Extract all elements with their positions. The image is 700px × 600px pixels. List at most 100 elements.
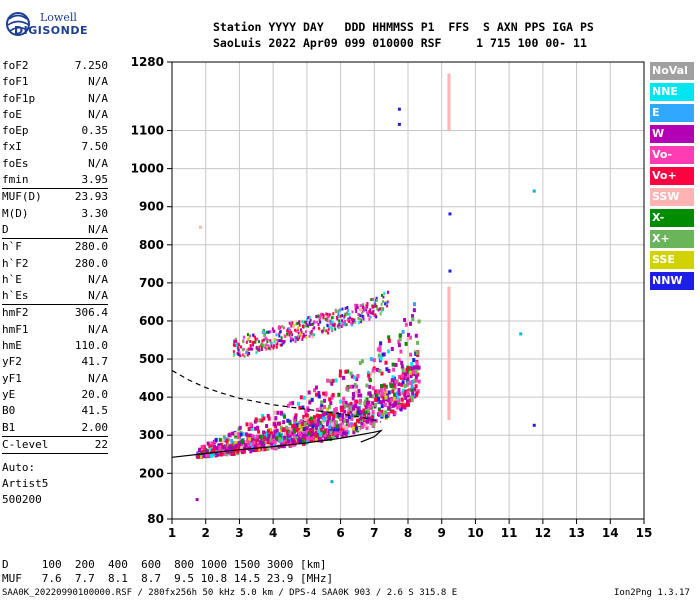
echo-point (342, 424, 346, 429)
echo-point (262, 416, 266, 421)
echo-point (358, 401, 362, 406)
parameter-value: N/A (88, 75, 108, 89)
echo-point (269, 434, 273, 439)
echo-point (308, 400, 312, 405)
echo-point (201, 449, 205, 454)
echo-point (359, 314, 362, 318)
echo-point (389, 398, 393, 403)
echo-point (290, 431, 294, 436)
echo-point (273, 440, 277, 445)
echo-point (246, 350, 249, 354)
echo-point (408, 398, 412, 403)
echo-point (311, 424, 315, 429)
echo-point (315, 413, 319, 418)
echo-point (309, 433, 313, 438)
echo-point (302, 427, 306, 432)
echo-point (266, 436, 270, 441)
echo-point (247, 442, 251, 447)
legend-item-noval: NoVal (650, 62, 694, 80)
echo-point (292, 325, 295, 329)
echo-point (237, 348, 240, 352)
echo-point (291, 401, 295, 406)
echo-point (219, 443, 223, 448)
echo-point (293, 418, 297, 423)
echo-point (238, 441, 242, 446)
echo-point (384, 360, 388, 365)
parameter-separator (2, 188, 108, 190)
echo-point (206, 441, 210, 446)
parameter-row: foF1p N/A (2, 91, 108, 107)
echo-point (305, 413, 309, 418)
echo-point (311, 335, 314, 339)
x-tick-label: 1 (168, 526, 176, 540)
parameter-separator (2, 304, 108, 306)
echo-point (318, 423, 322, 428)
echo-point (320, 400, 324, 405)
echo-point (376, 347, 380, 352)
echo-point (346, 430, 350, 435)
echo-point (389, 409, 393, 414)
echo-point (382, 383, 386, 388)
echo-point (322, 415, 326, 420)
echo-point (303, 334, 306, 338)
parameter-row: yF2 41.7 (2, 354, 108, 370)
echo-point (198, 448, 202, 453)
echo-point (378, 307, 381, 311)
echo-point (302, 324, 305, 328)
echo-point (340, 408, 344, 413)
echo-point (237, 343, 240, 347)
echo-point (350, 374, 354, 379)
echo-point (357, 389, 361, 394)
echo-point (369, 357, 373, 362)
echo-point (253, 448, 257, 453)
parameter-name: C-level (2, 437, 49, 451)
echo-point (405, 368, 409, 373)
x-tick-label: 5 (303, 526, 311, 540)
echo-point (254, 426, 258, 431)
echo-point (305, 335, 308, 339)
echo-point (273, 340, 276, 344)
parameter-name: hmF2 (2, 306, 29, 320)
echo-point (409, 352, 413, 357)
echo-point (252, 340, 255, 344)
parameter-name: hmE (2, 339, 22, 353)
parameter-name: yF1 (2, 371, 22, 385)
echo-point (326, 312, 329, 316)
echo-point (296, 328, 299, 332)
echo-point (273, 337, 276, 341)
echo-point (410, 362, 414, 367)
parameter-row: C-level 22 (2, 437, 108, 453)
echo-point (404, 341, 408, 346)
echo-point (407, 332, 411, 337)
echo-point (231, 431, 235, 436)
echo-point (316, 320, 319, 324)
echo-point (362, 408, 366, 413)
echo-point (362, 305, 365, 309)
echo-point (356, 406, 360, 411)
echo-point (317, 326, 320, 330)
echo-point (255, 434, 259, 439)
echo-point (410, 398, 414, 403)
parameter-row: foEs N/A (2, 156, 108, 172)
echo-point (262, 343, 265, 347)
echo-point (361, 303, 364, 307)
echo-point (350, 323, 353, 327)
echo-point (301, 440, 305, 445)
echo-point (256, 337, 259, 341)
parameter-name: yF2 (2, 355, 22, 369)
echo-point (283, 441, 287, 446)
echo-point (401, 388, 405, 393)
echo-point (347, 423, 351, 428)
echo-point (410, 366, 414, 371)
echo-point (364, 304, 367, 308)
parameter-value: 7.50 (81, 140, 109, 154)
echo-point (397, 339, 401, 344)
echo-point (357, 313, 360, 317)
echo-point (270, 344, 273, 348)
echo-point (319, 433, 323, 438)
echo-point (391, 362, 395, 367)
echo-point (327, 415, 331, 420)
echo-point (359, 410, 363, 415)
echo-point (331, 431, 335, 436)
